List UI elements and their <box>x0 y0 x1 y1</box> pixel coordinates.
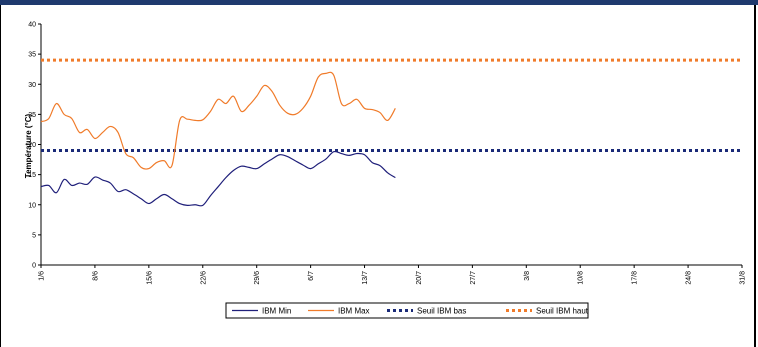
x-tick-label: 1/6 <box>39 271 46 281</box>
x-tick-label: 20/7 <box>416 271 423 285</box>
x-tick-label: 31/8 <box>740 271 747 285</box>
window-border-right <box>754 5 756 347</box>
y-tick-label: 25 <box>28 112 36 119</box>
x-tick-label: 3/8 <box>524 271 531 281</box>
y-tick-label: 0 <box>32 263 36 270</box>
x-tick-label: 17/8 <box>632 271 639 285</box>
x-tick-label: 13/7 <box>362 271 369 285</box>
x-tick-labels: 1/6 8/6 15/6 22/6 29/6 6/7 13/7 20/7 27/7 3/8 10/8… <box>39 271 747 285</box>
x-tick-label: 10/8 <box>578 271 585 285</box>
y-tick-label: 5 <box>32 232 36 239</box>
legend-label: IBM Max <box>338 307 370 316</box>
legend-label: Seuil IBM haut <box>536 307 589 316</box>
y-tick-labels: 0 5 10 15 20 25 30 35 40 <box>28 22 36 270</box>
x-tick-label: 22/6 <box>200 271 207 285</box>
y-tick-label: 10 <box>28 202 36 209</box>
chart-axes <box>38 23 743 268</box>
x-tick-label: 24/8 <box>686 271 693 285</box>
x-tick-label: 27/7 <box>470 271 477 285</box>
series-lines <box>40 71 396 207</box>
x-tick-label: 15/6 <box>146 271 153 285</box>
x-tick-label: 29/6 <box>254 271 261 285</box>
y-tick-label: 20 <box>28 142 36 149</box>
y-axis-label: Température (°C) <box>24 113 33 178</box>
legend: IBM Min IBM Max Seuil IBM bas Seuil IBM hau… <box>225 302 589 319</box>
window-top-bar <box>0 0 758 5</box>
legend-label: IBM Min <box>262 307 291 316</box>
x-tick-label: 8/6 <box>92 271 99 281</box>
window-border-left <box>0 5 1 347</box>
series-line-ibm-min <box>40 150 396 207</box>
y-tick-label: 30 <box>28 82 36 89</box>
series-line-ibm-max <box>40 71 396 170</box>
x-tick-label: 6/7 <box>308 271 315 281</box>
legend-label: Seuil IBM bas <box>417 307 466 316</box>
threshold-lines <box>41 58 742 153</box>
y-tick-label: 35 <box>28 52 36 59</box>
y-tick-label: 15 <box>28 172 36 179</box>
y-tick-label: 40 <box>28 22 36 29</box>
